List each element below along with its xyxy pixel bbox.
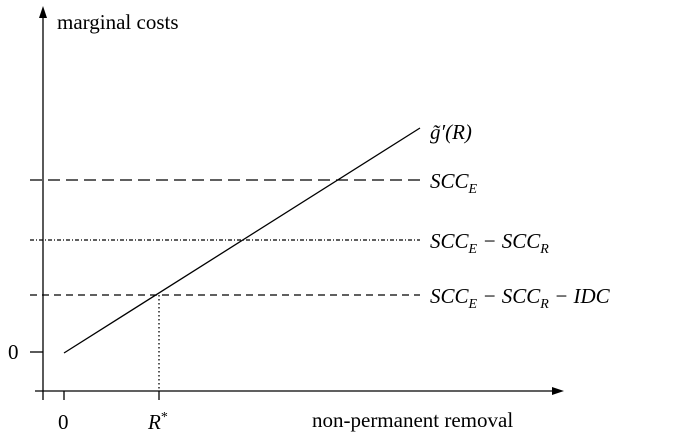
level-label: SCCE − SCCR − IDC [430, 284, 611, 312]
marker-sup: * [161, 410, 168, 425]
label-part: SCC [430, 169, 470, 193]
level-label: SCCE − SCCR [430, 229, 549, 257]
subscript: R [539, 297, 549, 312]
curve-label: g̃′(R) [430, 120, 472, 144]
level-label: SCCE [430, 169, 478, 197]
subscript: E [468, 297, 478, 312]
y-origin-label: 0 [8, 340, 19, 364]
y-arrow [39, 6, 47, 18]
label-part: − IDC [549, 284, 611, 308]
label-part: − SCC [477, 284, 541, 308]
x-axis-label: non-permanent removal [312, 408, 513, 432]
subscript: E [468, 182, 478, 197]
x-marker-label: R* [147, 410, 168, 434]
subscript: R [539, 242, 549, 257]
x-arrow [552, 387, 564, 395]
curve [63, 127, 421, 354]
label-part: − SCC [477, 229, 541, 253]
label-part: g̃′(R) [430, 120, 472, 144]
marker-base: R [147, 410, 161, 434]
y-axis-label: marginal costs [57, 10, 179, 34]
x-origin-label: 0 [58, 410, 69, 434]
label-part: SCC [430, 284, 470, 308]
subscript: E [468, 242, 478, 257]
label-part: SCC [430, 229, 470, 253]
